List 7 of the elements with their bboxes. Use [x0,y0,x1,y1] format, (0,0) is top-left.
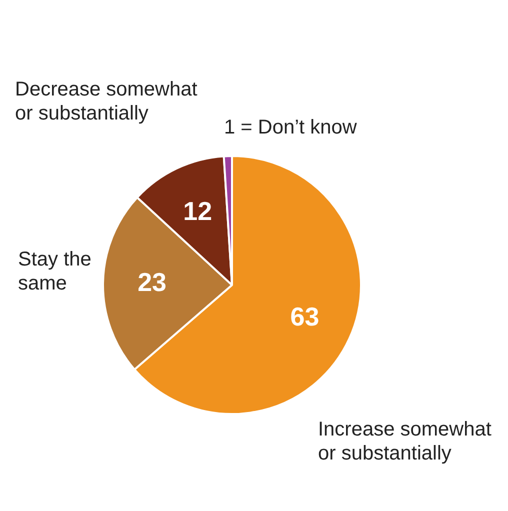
data-label: 12 [183,196,212,226]
slice-label: Stay the same [18,248,92,295]
slice-label: Decrease somewhat or substantially [15,78,198,125]
data-label: 23 [138,266,166,297]
data-label: 63 [290,301,320,332]
slice-label: Increase somewhat or substantially [318,418,492,465]
slice-label: 1 = Don’t know [224,116,358,139]
